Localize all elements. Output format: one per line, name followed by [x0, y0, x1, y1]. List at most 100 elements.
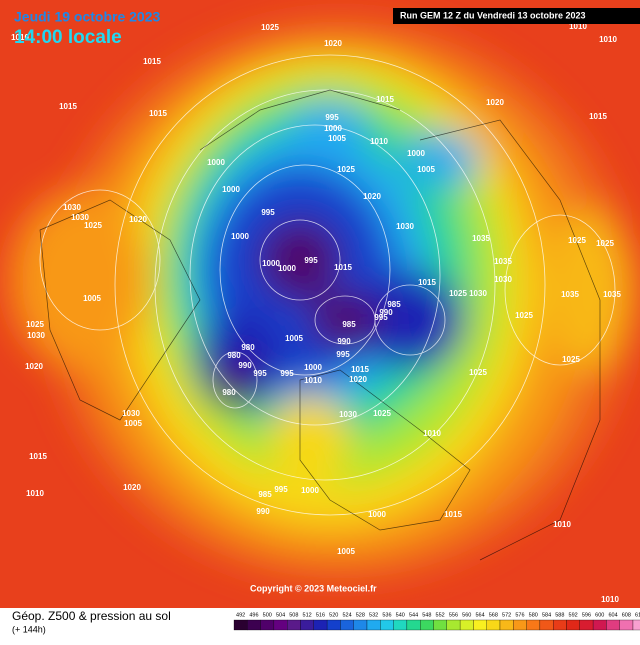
copyright: Copyright © 2023 Meteociel.fr	[250, 583, 377, 593]
isobar-label: 1030	[122, 409, 140, 418]
coastlines	[39, 89, 601, 561]
isobar-label: 1015	[59, 102, 77, 111]
isobar-label: 1005	[417, 165, 435, 174]
legend-swatch	[499, 619, 514, 631]
isobar-label: 1025	[84, 221, 102, 230]
isobar-label: 1025	[568, 236, 586, 245]
legend-label: 600	[595, 612, 604, 618]
isobar-label: 1015	[376, 95, 394, 104]
isobar-label: 980	[222, 388, 236, 397]
isobar-label: 1010	[423, 429, 441, 438]
legend-label: 532	[369, 612, 378, 618]
legend-label: 608	[622, 612, 631, 618]
isobar-label: 1015	[589, 112, 607, 121]
isobar-label: 1010	[601, 595, 619, 604]
isobar-label: 1030	[63, 203, 81, 212]
isobar-label: 1010	[553, 520, 571, 529]
legend-label: 592	[569, 612, 578, 618]
legend-swatch	[313, 619, 328, 631]
isobar-label: 1020	[349, 375, 367, 384]
legend-swatch	[526, 619, 541, 631]
isobar-label: 990	[238, 361, 252, 370]
isobar-label: 1005	[337, 547, 355, 556]
isobar-label: 980	[241, 343, 255, 352]
legend-label: 496	[249, 612, 258, 618]
legend-label: 584	[542, 612, 551, 618]
isobar-label: 1015	[351, 365, 369, 374]
isobar-label: 995	[336, 350, 350, 359]
isobar-label: 1000	[324, 124, 342, 133]
legend-swatch	[366, 619, 381, 631]
isobar-label: 1035	[472, 234, 490, 243]
isobar-label: 1000	[222, 185, 240, 194]
isobar-label: 1025	[596, 239, 614, 248]
legend-label: 612	[635, 612, 640, 618]
legend-swatch	[273, 619, 288, 631]
footer-title: Géop. Z500 & pression au sol	[12, 609, 171, 623]
isobar-label: 1010	[370, 137, 388, 146]
isobar-label: 1000	[231, 232, 249, 241]
legend-swatch	[287, 619, 301, 631]
legend-swatch	[486, 619, 501, 631]
legend-label: 548	[422, 612, 431, 618]
isobar-label: 985	[258, 490, 272, 499]
isobar-label: 1000	[301, 486, 319, 495]
isobar-label: 1020	[123, 483, 141, 492]
isobar-label: 1030	[469, 289, 487, 298]
isobar-label: 1005	[285, 334, 303, 343]
isobar-label: 990	[256, 507, 270, 516]
isobar-label: 985	[342, 320, 356, 329]
legend-label: 596	[582, 612, 591, 618]
legend-label: 516	[316, 612, 325, 618]
isobar-label: 995	[261, 208, 275, 217]
isobar-label: 1015	[149, 109, 167, 118]
isobar-label: 1020	[363, 192, 381, 201]
footer-lead: (+ 144h)	[12, 624, 46, 634]
legend-swatch	[420, 619, 434, 631]
legend-label: 528	[356, 612, 365, 618]
isobar-label: 1020	[486, 98, 504, 107]
isobar-label: 1010	[26, 489, 44, 498]
legend-swatch	[553, 619, 567, 631]
legend-label: 512	[303, 612, 312, 618]
legend-swatch	[247, 619, 261, 631]
isobar-label: 1010	[11, 33, 29, 42]
legend-label: 604	[608, 612, 617, 618]
isobar-label: 1035	[603, 290, 621, 299]
legend: 492 496 500 504 508 512 516 520 524 528 532 536 540 5…	[233, 612, 640, 631]
date: Jeudi 19 octobre 2023	[14, 9, 161, 25]
isobar-label: 1005	[83, 294, 101, 303]
legend-swatch	[340, 619, 354, 631]
legend-swatch	[539, 619, 554, 631]
legend-label: 588	[555, 612, 564, 618]
run: Run GEM 12 Z du Vendredi 13 octobre 2023	[400, 10, 586, 20]
isobar-label: 1015	[334, 263, 352, 272]
isobar-label: 1015	[444, 510, 462, 519]
legend-swatch	[592, 619, 607, 631]
legend-swatch	[579, 619, 594, 631]
legend-label: 520	[329, 612, 338, 618]
isobar-label: 1025	[26, 320, 44, 329]
legend-swatch	[380, 619, 394, 631]
legend-swatch	[260, 619, 275, 631]
legend-label: 576	[515, 612, 524, 618]
time: 14:00 locale	[14, 27, 122, 48]
isobar-label: 1010	[569, 22, 587, 31]
run-box	[393, 8, 640, 24]
legend-swatch	[446, 619, 461, 631]
isobar-label: 1035	[494, 257, 512, 266]
legend-swatch	[459, 619, 474, 631]
isobars	[39, 54, 616, 516]
isobar-label: 990	[337, 337, 351, 346]
isobar-label: 1015	[143, 57, 161, 66]
legend-label: 580	[529, 612, 538, 618]
isobar-label: 995	[280, 369, 294, 378]
legend-label: 552	[436, 612, 445, 618]
legend-label: 560	[462, 612, 471, 618]
isobar-label: 1020	[129, 215, 147, 224]
legend-swatch	[473, 619, 487, 631]
legend-label: 572	[502, 612, 511, 618]
isobar-label: 1030	[494, 275, 512, 284]
